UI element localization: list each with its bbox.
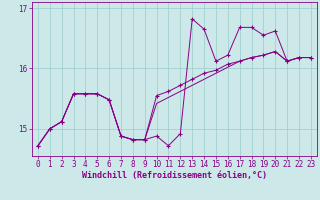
X-axis label: Windchill (Refroidissement éolien,°C): Windchill (Refroidissement éolien,°C) <box>82 171 267 180</box>
